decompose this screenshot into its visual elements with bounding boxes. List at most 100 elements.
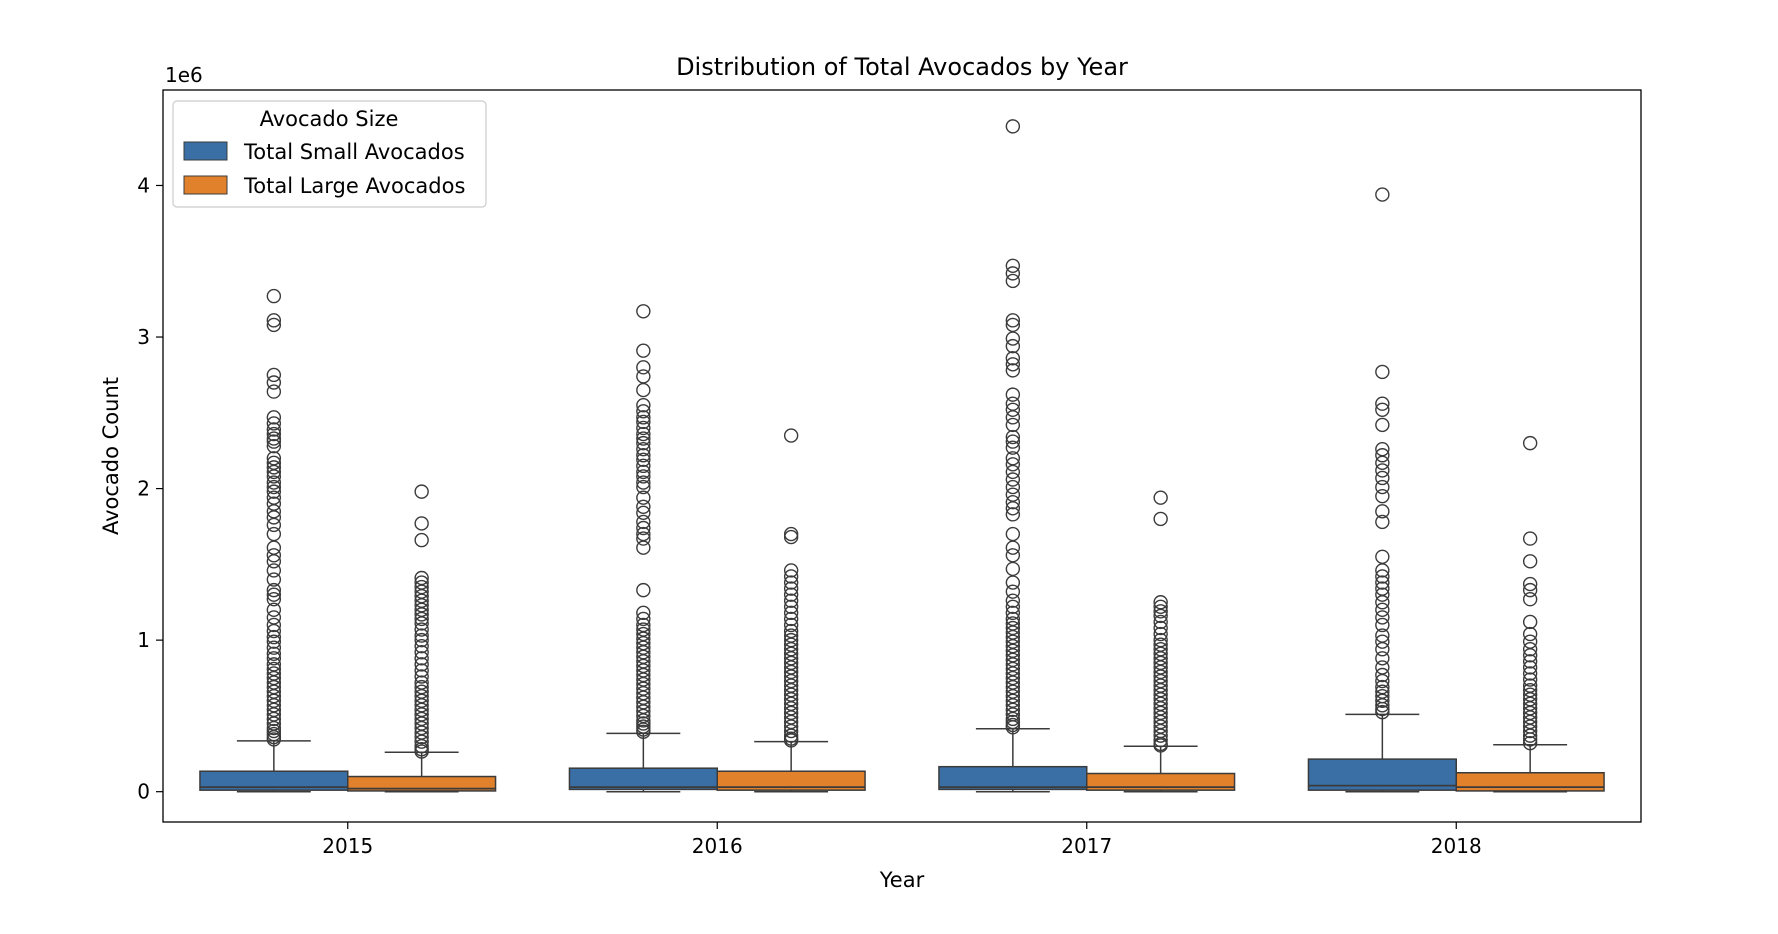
outlier-point: [1153, 728, 1168, 743]
outlier-point: [266, 469, 282, 484]
outlier-point: [1522, 666, 1538, 681]
outlier-point: [1522, 660, 1538, 675]
outlier-point: [1005, 479, 1021, 495]
legend-frame: [172, 100, 487, 208]
outlier-point: [636, 458, 651, 474]
outlier-point: [1005, 584, 1021, 599]
outlier-point: [783, 569, 799, 584]
outlier-point: [783, 587, 799, 602]
outlier-point: [1375, 642, 1390, 657]
box-iqr: [938, 765, 1088, 791]
outlier-point: [1153, 608, 1168, 624]
box-total-small-avocados-2016: [568, 304, 719, 793]
outlier-point: [266, 410, 282, 425]
outlier-point: [1375, 693, 1390, 708]
box-iqr: [347, 775, 497, 792]
outlier-point: [636, 448, 651, 463]
outlier-point: [266, 554, 282, 569]
outlier-point: [414, 651, 429, 666]
outlier-point: [266, 640, 282, 655]
outlier-point: [414, 484, 429, 499]
outlier-point: [266, 617, 282, 633]
outlier-point: [1005, 363, 1021, 378]
outlier-point: [1005, 417, 1021, 433]
outlier-point: [783, 617, 799, 633]
outlier-point: [1522, 582, 1538, 598]
outlier-point: [414, 645, 429, 660]
outlier-point: [266, 563, 282, 578]
outlier-point: [783, 575, 799, 590]
outlier-point: [1005, 434, 1021, 449]
outlier-point: [1005, 119, 1021, 134]
outlier-point: [414, 669, 429, 684]
outlier-point: [1522, 592, 1538, 607]
outlier-point: [1153, 614, 1168, 630]
outlier-point: [1005, 464, 1021, 480]
outlier-point: [414, 532, 429, 548]
outlier-point: [636, 343, 651, 358]
x-tick-label: 2018: [1431, 834, 1482, 858]
outlier-point: [636, 452, 651, 467]
outlier-point: [1153, 732, 1168, 748]
outlier-point: [414, 622, 429, 637]
outlier-point: [1005, 472, 1021, 487]
outlier-point: [783, 719, 799, 734]
outlier-point: [266, 592, 282, 607]
outlier-point: [266, 602, 282, 618]
outlier-point: [636, 505, 651, 521]
outlier-point: [1005, 429, 1021, 445]
y-tick-label: 2: [137, 477, 150, 501]
outlier-point: [266, 422, 282, 437]
outlier-point: [414, 628, 429, 643]
outlier-point: [636, 431, 651, 446]
outlier-point: [1005, 540, 1021, 555]
outlier-point: [1005, 387, 1021, 402]
outlier-point: [636, 426, 651, 442]
outlier-point: [1522, 728, 1538, 743]
outlier-point: [1375, 463, 1390, 478]
y-tick-label: 0: [137, 780, 150, 804]
x-tick-label: 2015: [322, 834, 373, 858]
box-total-large-avocados-2015: [347, 484, 497, 793]
outlier-point: [1522, 531, 1538, 546]
outlier-point: [1005, 440, 1021, 455]
outlier-point: [783, 593, 799, 608]
outlier-point: [636, 605, 651, 621]
outlier-point: [414, 734, 429, 749]
outlier-point: [1005, 402, 1021, 417]
outlier-point: [266, 479, 282, 495]
legend-swatch-small: [183, 141, 228, 161]
outlier-point: [1153, 626, 1168, 642]
outlier-point: [1005, 331, 1021, 346]
outlier-point: [1522, 732, 1538, 747]
outlier-point: [636, 435, 651, 451]
outlier-point: [266, 313, 282, 328]
outlier-point: [1005, 357, 1021, 372]
outlier-point: [636, 420, 651, 436]
box-iqr: [568, 767, 719, 791]
outlier-point: [266, 384, 282, 399]
outlier-point: [414, 744, 429, 759]
outlier-point: [266, 464, 282, 480]
outlier-point: [266, 623, 282, 639]
outlier-point: [1005, 495, 1021, 510]
outlier-point: [266, 438, 282, 454]
outlier-point: [266, 367, 282, 383]
outlier-point: [1375, 417, 1390, 433]
outlier-point: [414, 729, 429, 745]
outlier-point: [783, 611, 799, 627]
outlier-point: [266, 288, 282, 304]
outlier-point: [1522, 723, 1538, 739]
outlier-point: [1522, 648, 1538, 663]
outlier-point: [1522, 642, 1538, 657]
legend-label-small: Total Small Avocados: [243, 140, 465, 164]
outlier-point: [1375, 587, 1390, 602]
y-axis-label: Avocado Count: [99, 377, 123, 535]
outlier-point: [1005, 501, 1021, 516]
outlier-point: [636, 514, 651, 530]
outlier-point: [266, 634, 282, 649]
outlier-point: [636, 469, 651, 484]
outlier-point: [636, 724, 651, 740]
outlier-point: [783, 605, 799, 621]
